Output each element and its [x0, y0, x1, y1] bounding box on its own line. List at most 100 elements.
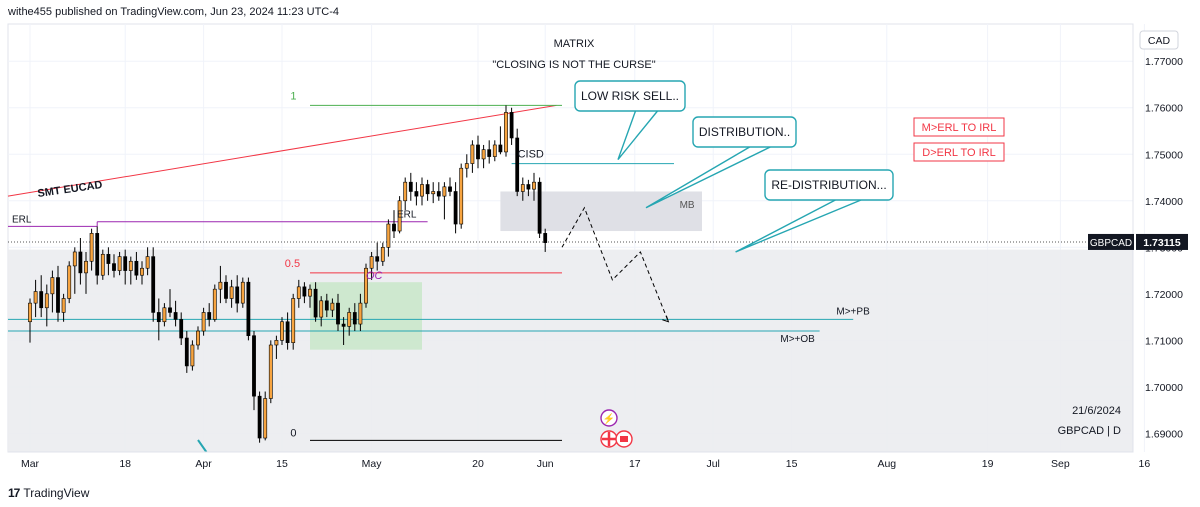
candle-body — [151, 256, 156, 313]
candle — [492, 140, 497, 162]
candle — [420, 177, 424, 206]
candles — [28, 105, 548, 443]
x-tick-label: Jul — [706, 458, 719, 470]
candle — [336, 293, 340, 332]
candle — [498, 126, 503, 155]
candle — [358, 293, 363, 332]
y-tick-label: 1.77000 — [1145, 56, 1183, 68]
callout-distribution-box — [692, 116, 797, 148]
candle — [403, 177, 408, 211]
x-tick-label: Mar — [21, 458, 40, 470]
candle — [128, 256, 133, 285]
candle — [302, 282, 307, 304]
candle-body — [470, 144, 475, 164]
candle-body — [464, 163, 469, 169]
lightning-glyph: ⚡ — [603, 412, 615, 425]
candle-body — [313, 288, 318, 318]
candle-body — [498, 144, 503, 153]
annotations: LOW RISK SELL.. DISTRIBUTION.. RE-DISTRIBU… — [12, 38, 1121, 448]
candle-body — [240, 281, 245, 304]
callout-re-distribution-label: RE-DISTRIBUTION... — [771, 178, 886, 192]
candle-body — [50, 277, 55, 295]
y-tick-label: 1.69000 — [1145, 428, 1183, 440]
y-tick-label: 1.75000 — [1145, 149, 1183, 161]
candle — [308, 284, 312, 308]
drawings — [7, 104, 1133, 453]
candle — [470, 140, 475, 173]
candle-body — [78, 251, 83, 274]
candle — [526, 179, 531, 197]
x-tick-label: Jun — [537, 458, 554, 470]
candle-body — [268, 344, 273, 399]
candle — [33, 279, 38, 318]
candle — [179, 312, 184, 345]
candle — [95, 226, 100, 285]
candle-body — [369, 256, 374, 269]
m-erl-label: M>ERL TO IRL — [922, 122, 997, 134]
teal-fragment — [197, 439, 208, 453]
candle-body — [140, 267, 144, 276]
oc-label: OC — [366, 270, 383, 282]
candle-body — [44, 293, 49, 309]
candle-body — [352, 312, 357, 325]
smt-line — [7, 104, 557, 197]
candle — [50, 270, 55, 313]
candle-body — [61, 298, 66, 313]
candle — [100, 249, 105, 280]
candle-body — [162, 307, 167, 323]
candle-body — [324, 300, 329, 311]
candle-body — [392, 223, 396, 232]
candle-body — [532, 181, 536, 190]
candle — [319, 296, 324, 327]
erl-left-label: ERL — [12, 214, 32, 225]
candle — [246, 277, 251, 341]
candle-body — [476, 144, 480, 160]
candle-body — [134, 260, 139, 276]
candle — [487, 140, 492, 164]
candle — [504, 105, 508, 157]
candle — [106, 247, 111, 276]
candle-body — [543, 233, 548, 243]
candle-body — [67, 265, 72, 299]
candle — [117, 251, 122, 276]
candle — [78, 238, 83, 285]
candle — [436, 182, 441, 201]
candle — [515, 128, 520, 197]
candle — [414, 182, 419, 206]
candle — [453, 182, 458, 234]
candle — [156, 298, 161, 341]
candle-body — [515, 137, 520, 192]
candle-body — [280, 321, 284, 341]
candle — [431, 182, 436, 204]
candle-body — [397, 200, 402, 232]
candle — [72, 247, 77, 294]
candle-body — [145, 256, 150, 269]
candle — [481, 144, 486, 169]
candle-body — [375, 256, 380, 262]
x-tick-label: 15 — [786, 458, 798, 470]
candle-body — [414, 191, 419, 197]
candle — [151, 247, 156, 322]
candle-body — [128, 260, 133, 271]
candle-body — [436, 191, 441, 197]
candle-body — [347, 312, 352, 327]
candle — [324, 293, 329, 318]
candle — [168, 289, 172, 318]
callout-re-distribution-box — [764, 169, 894, 201]
candle-body — [364, 267, 368, 304]
candle — [140, 261, 144, 285]
x-tick-label: Sep — [1051, 458, 1070, 470]
candle — [162, 303, 167, 327]
candle — [235, 275, 240, 313]
candle-body — [425, 184, 430, 195]
candle-body — [296, 286, 301, 299]
candle — [341, 317, 346, 345]
candle-body — [431, 191, 436, 195]
candle — [425, 179, 430, 201]
callout-low-risk-sell-pointer — [617, 110, 659, 161]
candle-body — [123, 256, 128, 271]
candle-body — [403, 181, 408, 202]
candle-body — [492, 144, 497, 157]
candle-body — [106, 253, 111, 264]
